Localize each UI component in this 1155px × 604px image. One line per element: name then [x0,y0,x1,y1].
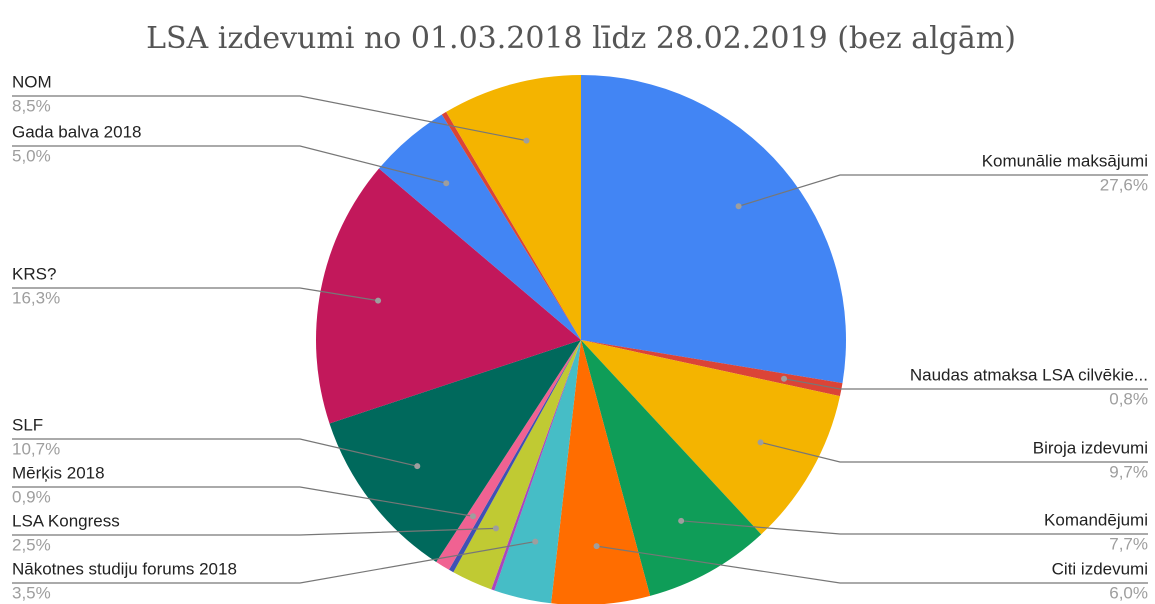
pie-slice [453,340,581,590]
leader-line [12,287,379,302]
leader-dot [443,180,450,187]
leader-line [783,378,1148,390]
pie-slice [581,340,762,596]
slice-value-label: 9,7% [1109,462,1148,481]
leader-dot [532,538,539,545]
leader-dot [375,297,382,304]
pie-slice [316,168,581,424]
leader-line [760,441,1148,463]
pie-slice [581,340,840,535]
leader-line [12,527,496,536]
pie-slice [436,340,581,570]
slice-label: Komandējumi [1044,510,1148,529]
leader-dot [757,439,764,446]
leader-line [12,145,447,184]
pie-slice [551,340,651,604]
pie-slice [581,75,846,384]
slice-label: Biroja izdevumi [1033,438,1148,457]
slice-value-label: 0,8% [1109,389,1148,408]
leader-line [12,438,418,467]
pie-slice [441,111,581,340]
leader-line [12,95,527,142]
pie-slice [378,114,581,340]
pie-slice [581,340,843,397]
chart-title: LSA izdevumi no 01.03.2018 līdz 28.02.20… [146,21,1016,56]
slice-label: Naudas atmaksa LSA cilvēkie... [910,365,1148,384]
slice-value-label: 8,5% [12,96,51,115]
leader-line [681,520,1148,535]
pie-slice [494,340,581,604]
pie-slice [448,340,581,573]
leader-line [12,540,536,584]
slice-value-label: 7,7% [1109,534,1148,553]
leader-line [12,486,474,517]
slice-value-label: 3,5% [12,583,51,602]
leader-dot [492,525,499,532]
slice-value-label: 2,5% [12,535,51,554]
slice-label: LSA Kongress [12,511,120,530]
leader-line [738,174,1148,207]
slice-label: Nākotnes studiju forums 2018 [12,559,237,578]
leader-dot [414,463,421,470]
leader-dot [781,375,788,382]
leader-dot [523,137,530,144]
slice-label: NOM [12,72,52,91]
slice-value-label: 27,6% [1100,175,1148,194]
slice-label: KRS? [12,264,56,283]
slice-label: Mērķis 2018 [12,463,105,482]
slice-label: Citi izdevumi [1052,559,1148,578]
slice-value-label: 16,3% [12,288,60,307]
slice-value-label: 5,0% [12,146,51,165]
leader-dot [678,517,685,524]
slice-value-label: 10,7% [12,439,60,458]
slice-label: Gada balva 2018 [12,122,142,141]
pie-slice [329,340,581,562]
pie-slice [446,75,581,340]
leader-dot [593,543,600,550]
slice-value-label: 6,0% [1109,583,1148,602]
slice-label: Komunālie maksājumi [982,151,1148,170]
slice-label: SLF [12,415,43,434]
slice-value-label: 0,9% [12,487,51,506]
pie-slice [491,340,581,591]
leader-dot [469,513,476,520]
leader-dot [735,203,742,210]
leader-line [596,545,1148,584]
